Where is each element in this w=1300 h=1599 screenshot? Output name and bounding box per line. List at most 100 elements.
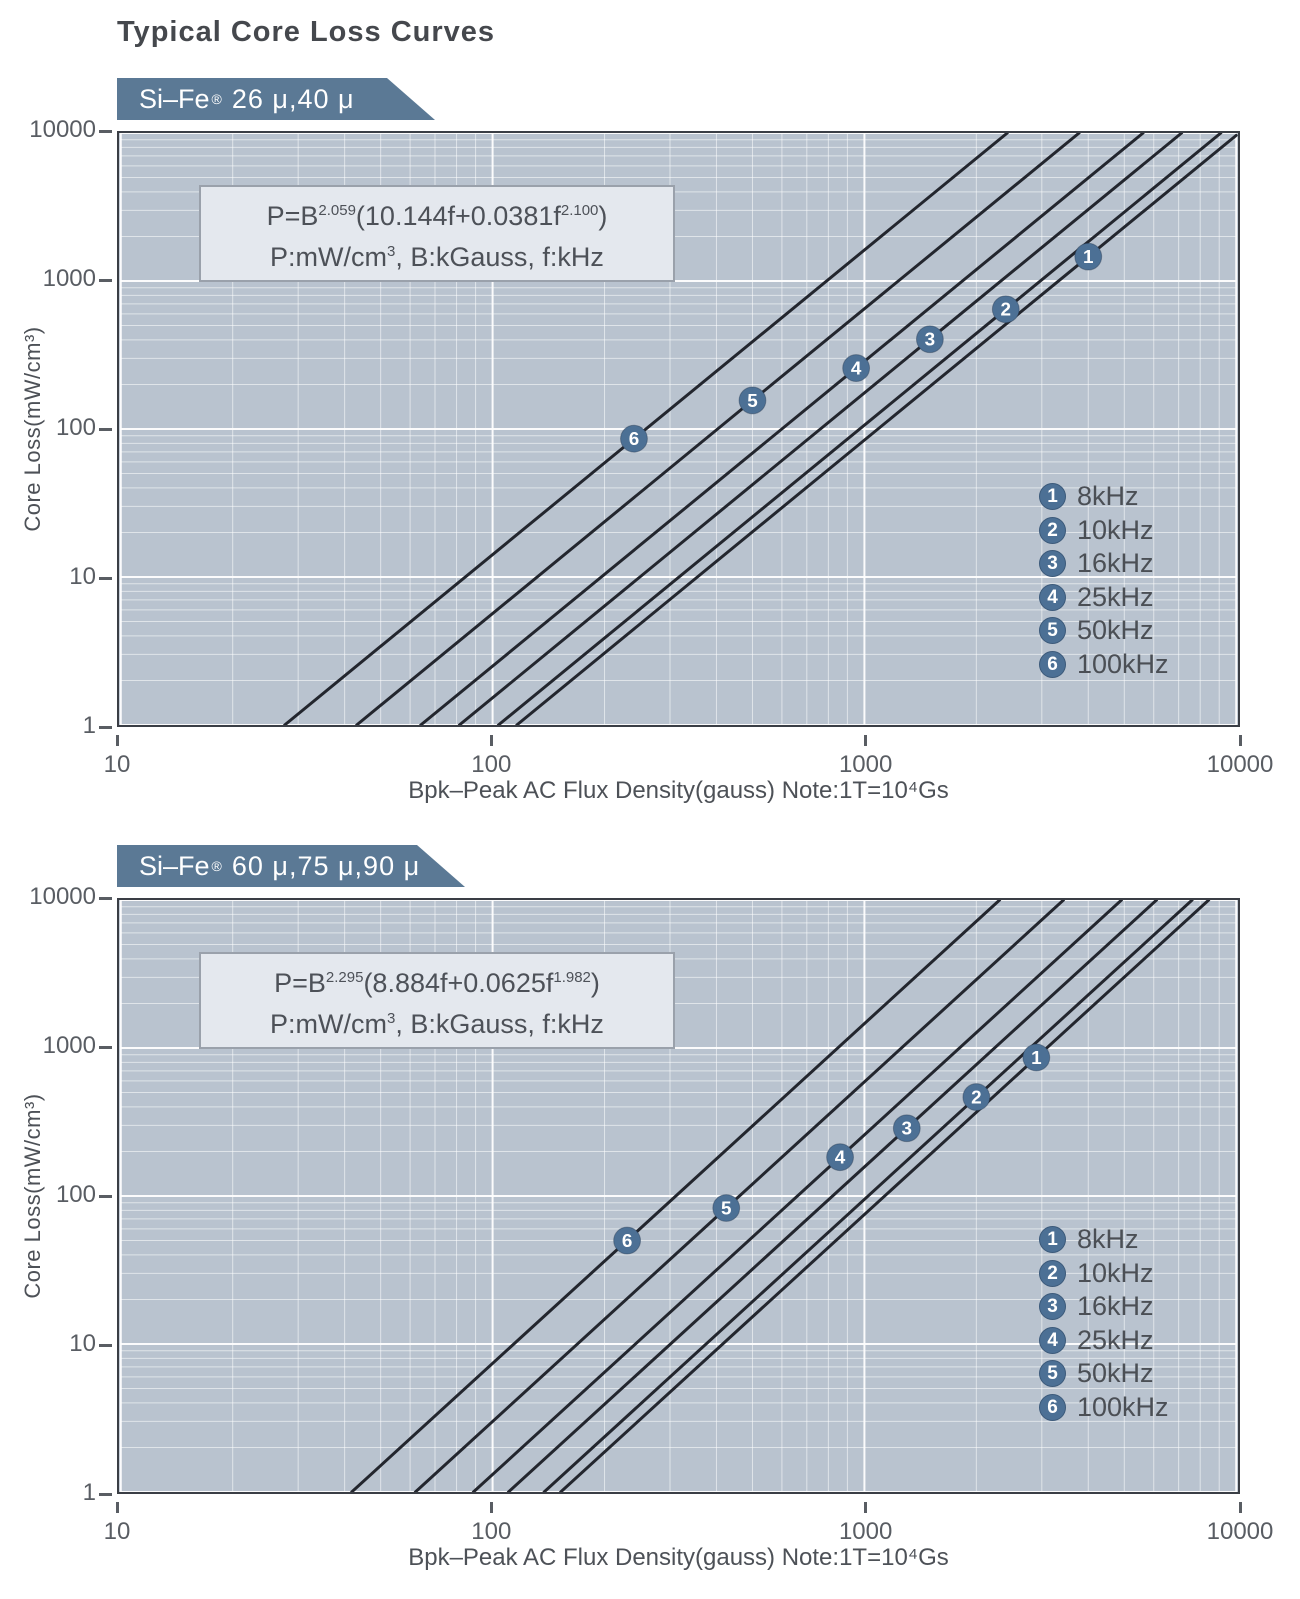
y-tick-label: 10 — [69, 563, 96, 590]
x-tick-mark — [489, 735, 493, 746]
x-tick-10: 10 — [103, 751, 131, 778]
y-tick-label: 10 — [69, 1330, 96, 1357]
y-tick-label: 1 — [82, 712, 96, 739]
y-tick-label: 100 — [55, 414, 96, 441]
core-loss-formula-box: P=B2.059(10.144f+0.0381f2.100) P:mW/cm3,… — [199, 185, 675, 282]
curve-number-marker-4: 4 — [842, 354, 871, 382]
y-tick-mark — [99, 1344, 112, 1347]
page-title: Typical Core Loss Curves — [117, 16, 496, 48]
legend-number-badge: 6 — [1039, 1393, 1066, 1421]
y-tick-mark — [99, 897, 112, 900]
legend-number-badge: 4 — [1039, 1326, 1066, 1354]
frequency-legend: 1 8kHz 2 10kHz 3 16kHz 4 25kHz 5 50kHz 6 100kHz — [1039, 1223, 1169, 1424]
y-tick-10000: 10000 — [0, 883, 112, 910]
legend-label: 8kHz — [1077, 481, 1139, 512]
svg-text:5: 5 — [721, 1197, 732, 1218]
formula-superscript: 2.059 — [318, 201, 356, 219]
legend-number-badge: 5 — [1039, 617, 1066, 645]
legend-item-10kHz: 2 10kHz — [1039, 514, 1169, 548]
legend-number-badge: 6 — [1039, 650, 1066, 678]
registered-trademark-icon: ® — [211, 91, 222, 107]
y-tick-mark — [99, 726, 112, 729]
y-tick-label: 1000 — [42, 1032, 96, 1059]
x-tick-100: 100 — [471, 1518, 512, 1545]
curve-number-marker-5: 5 — [712, 1194, 741, 1222]
y-tick-1000: 1000 — [0, 1032, 112, 1059]
x-tick-mark — [489, 1502, 493, 1513]
legend-item-16kHz: 3 16kHz — [1039, 1290, 1169, 1324]
legend-number-badge: 1 — [1039, 1226, 1066, 1254]
formula-superscript: 3 — [387, 242, 396, 260]
legend-label: 50kHz — [1077, 615, 1154, 646]
y-tick-1: 1 — [0, 1479, 112, 1506]
formula-text: (8.884f+0.0625f — [363, 967, 554, 998]
y-tick-mark — [99, 577, 112, 580]
x-tick-1000: 1000 — [838, 751, 893, 778]
curve-number-marker-4: 4 — [826, 1143, 854, 1172]
x-tick-mark — [1238, 735, 1242, 746]
legend-item-50kHz: 5 50kHz — [1039, 614, 1169, 648]
legend-number-badge: 5 — [1039, 1360, 1066, 1388]
curve-number-marker-1: 1 — [1022, 1043, 1051, 1072]
legend-number-badge: 1 — [1039, 483, 1066, 511]
formula-text: P:mW/cm — [270, 241, 388, 272]
svg-text:1: 1 — [1031, 1047, 1042, 1068]
curve-number-marker-5: 5 — [738, 386, 767, 415]
legend-item-25kHz: 4 25kHz — [1039, 581, 1169, 615]
legend-label: 25kHz — [1077, 1324, 1154, 1355]
formula-units: P:mW/cm3, B:kGauss, f:kHz — [270, 234, 604, 275]
x-tick-100: 100 — [471, 751, 512, 778]
y-tick-mark — [99, 1046, 112, 1049]
legend-label: 16kHz — [1077, 548, 1154, 579]
formula-text: , B:kGauss, f:kHz — [395, 241, 604, 272]
legend-item-8kHz: 1 8kHz — [1039, 480, 1169, 514]
formula-text: ) — [590, 967, 600, 998]
formula-text: P=B — [274, 967, 326, 998]
x-tick-mark — [115, 1502, 119, 1513]
curve-number-marker-3: 3 — [892, 1114, 921, 1143]
y-tick-mark — [99, 130, 112, 133]
badge-material-name: Si–Fe — [139, 83, 210, 114]
legend-label: 8kHz — [1077, 1224, 1139, 1255]
svg-text:5: 5 — [747, 390, 758, 411]
legend-item-16kHz: 3 16kHz — [1039, 547, 1169, 581]
material-badge: Si–Fe ® 60 μ,75 μ,90 μ — [117, 845, 465, 887]
x-tick-mark — [864, 735, 868, 746]
x-tick-10000: 10000 — [1206, 1518, 1274, 1545]
registered-trademark-icon: ® — [211, 858, 222, 874]
legend-label: 25kHz — [1077, 581, 1154, 612]
y-tick-mark — [99, 1195, 112, 1198]
y-tick-label: 1000 — [42, 265, 96, 292]
legend-item-100kHz: 6 100kHz — [1039, 1391, 1169, 1425]
badge-particle-sizes: 26 μ,40 μ — [231, 83, 355, 114]
curve-number-marker-6: 6 — [620, 424, 648, 453]
y-tick-label: 10000 — [29, 883, 96, 910]
y-tick-100: 100 — [0, 414, 112, 441]
formula-equation: P=B2.059(10.144f+0.0381f2.100) — [267, 193, 608, 234]
legend-label: 50kHz — [1077, 1358, 1154, 1389]
legend-number-badge: 2 — [1039, 516, 1066, 544]
svg-text:6: 6 — [629, 428, 640, 449]
legend-item-8kHz: 1 8kHz — [1039, 1223, 1169, 1257]
core-loss-log-log-plot: 1 2 3 4 5 6 — [119, 900, 1238, 1492]
x-tick-1000: 1000 — [838, 1518, 893, 1545]
y-tick-100: 100 — [0, 1181, 112, 1208]
y-tick-label: 10000 — [29, 116, 96, 143]
formula-text: , B:kGauss, f:kHz — [395, 1008, 604, 1039]
svg-text:3: 3 — [925, 329, 936, 350]
x-tick-10: 10 — [103, 1518, 131, 1545]
badge-material-name: Si–Fe — [139, 850, 210, 881]
legend-item-100kHz: 6 100kHz — [1039, 648, 1169, 682]
frequency-legend: 1 8kHz 2 10kHz 3 16kHz 4 25kHz 5 50kHz 6 100kHz — [1039, 480, 1169, 681]
legend-number-badge: 3 — [1039, 1293, 1066, 1321]
x-tick-mark — [115, 735, 119, 746]
curve-number-marker-6: 6 — [613, 1226, 641, 1255]
legend-item-10kHz: 2 10kHz — [1039, 1257, 1169, 1291]
x-axis-title: Bpk–Peak AC Flux Density(gauss) Note:1T=… — [408, 1544, 949, 1571]
y-tick-1000: 1000 — [0, 265, 112, 292]
curve-number-marker-3: 3 — [915, 325, 944, 354]
curve-number-marker-1: 1 — [1074, 242, 1103, 271]
legend-number-badge: 4 — [1039, 583, 1066, 611]
